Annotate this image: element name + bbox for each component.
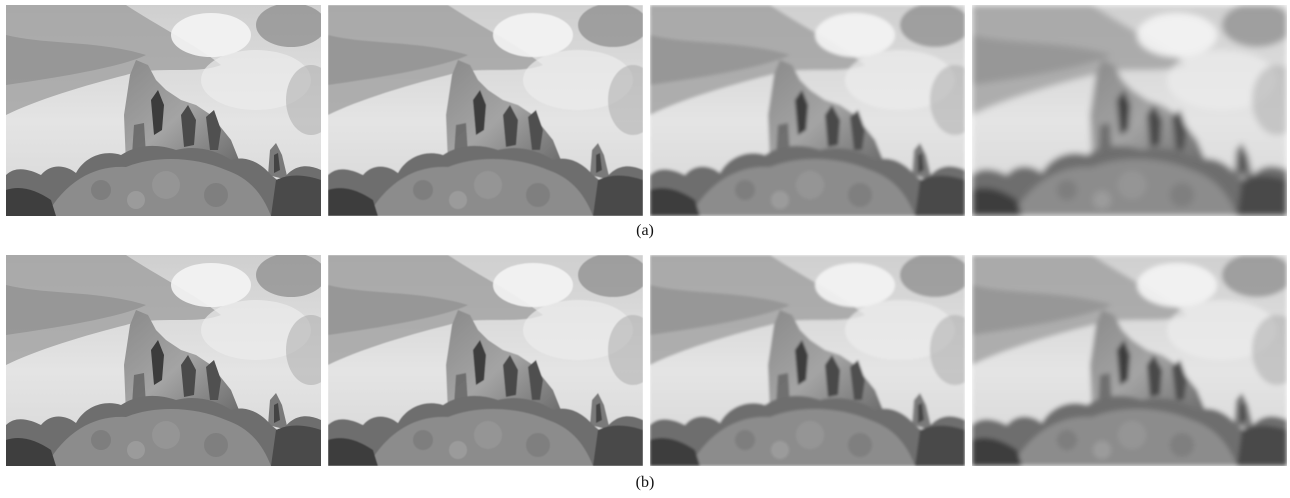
caption-a: (a) [636,222,654,239]
figure-row-a [6,5,1286,216]
landscape-image-b1 [6,255,321,466]
landscape-image-b4 [972,255,1287,466]
landscape-image-a2 [328,5,643,216]
caption-b: (b) [635,474,655,491]
landscape-image-a3 [650,5,965,216]
landscape-image-b3 [650,255,965,466]
landscape-image-b2 [328,255,643,466]
landscape-image-a1 [6,5,321,216]
landscape-image-a4 [972,5,1287,216]
figure-row-b [6,255,1286,466]
